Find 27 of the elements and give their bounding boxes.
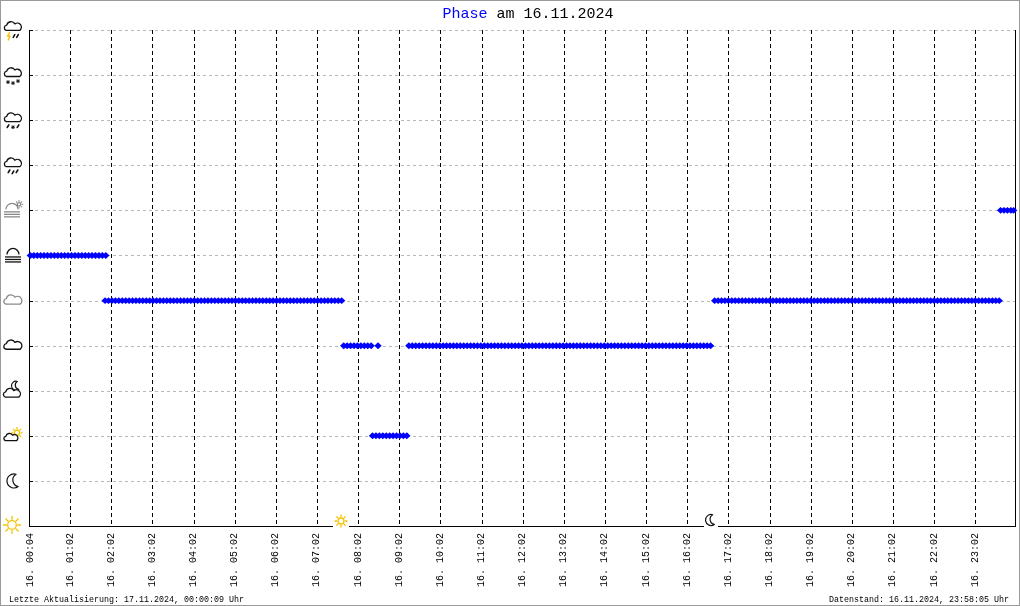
x-tick-label: 16. 04:02 [188,533,200,588]
x-tick-label: 16. 05:02 [229,533,241,588]
x-tick-label: 16. 19:02 [805,533,817,588]
x-tick-label: 16. 15:02 [640,533,652,588]
x-tick-label: 16. 23:02 [969,533,981,588]
x-tick-label: 16. 13:02 [558,533,570,588]
text: Datenstand: 16.11.2024, 23:58:05 Uhr [829,595,1009,605]
x-tick-label: 16. 22:02 [928,533,940,588]
x-tick-label: 16. 07:02 [311,533,323,588]
x-tick-label: 16. 08:02 [352,533,364,588]
x-tick-label: 16. 21:02 [887,533,899,588]
x-tick-label: 16. 12:02 [517,533,529,588]
x-tick-label: 16. 17:02 [722,533,734,588]
x-tick-label: 16. 03:02 [146,533,158,588]
chart-title: Phase am 16.11.2024 [442,6,614,23]
text: Letzte Aktualisierung: 17.11.2024, 00:00:09 Uhr [9,595,244,605]
x-tick-label: 16. 11:02 [476,533,488,588]
x-tick-label: 16. 02:02 [105,533,117,588]
x-tick-label: 16. 14:02 [599,533,611,588]
x-tick-label: 16. 10:02 [434,533,446,588]
x-tick-label: 16. 18:02 [764,533,776,588]
x-tick-label: 16. 00:04 [24,533,36,588]
x-tick-label: 16. 06:02 [270,533,282,588]
x-tick-label: 16. 09:02 [393,533,405,588]
x-tick-label: 16. 20:02 [846,533,858,588]
x-tick-label: 16. 01:02 [64,533,76,588]
x-tick-label: 16. 16:02 [681,533,693,588]
